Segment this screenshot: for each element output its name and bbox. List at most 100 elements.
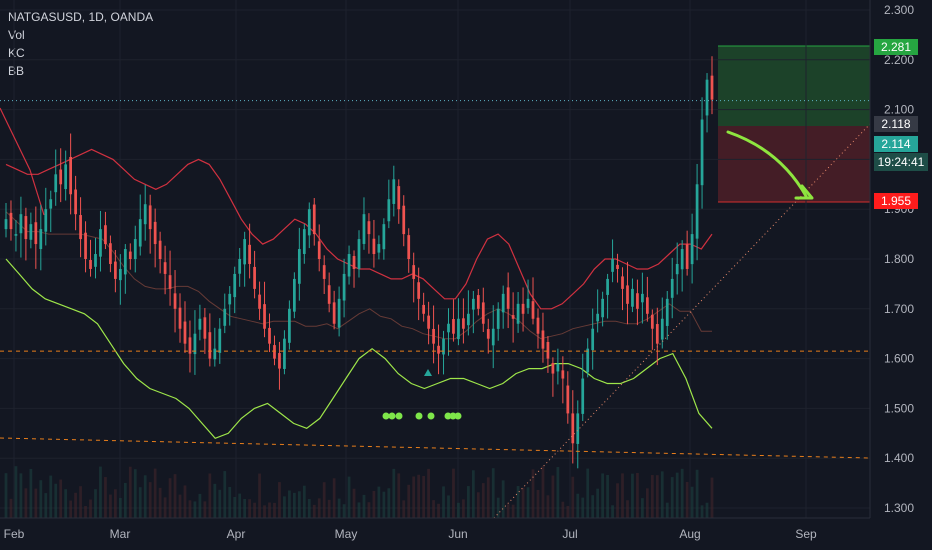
volume-bar [99,466,102,518]
candle-body [183,321,187,344]
volume-bar [650,475,654,518]
price-tick-label: 2.100 [884,103,914,117]
volume-bar [288,490,291,518]
volume-bar [29,468,33,518]
candle-body [307,209,311,236]
keltner-middle-line [5,211,712,340]
keltner-upper-line [5,148,713,310]
volume-bar [307,499,311,518]
candle-body [218,328,222,353]
volume-bar [486,477,490,518]
volume-bar [104,477,107,518]
candle-body [168,275,172,289]
volume-bar [447,495,450,518]
volume-bar [233,497,237,518]
volume-bar [302,485,306,518]
candle-body [9,212,13,230]
symbol-label[interactable]: NATGASUSD, 1D, OANDA [8,10,154,24]
volume-bar [39,480,43,518]
volume-bar [526,487,530,518]
candle-body [710,75,714,100]
volume-bar [362,494,366,518]
volume-bar [437,503,440,518]
candle-body [133,239,137,260]
candle-body [203,317,207,339]
candle-body [541,330,545,349]
candle-body [675,263,679,275]
volume-bar [442,486,445,518]
candle-body [447,323,450,333]
candle-body [636,293,639,309]
candle-body [561,370,565,379]
candle-body [571,413,575,444]
candle-body [476,295,480,309]
volume-bar [417,474,421,518]
volume-bar [198,493,202,518]
candle-body [531,301,535,319]
candle-body [457,318,460,340]
candle-body [546,342,550,359]
signal-dot [382,412,390,420]
volume-bar [596,488,600,518]
candle-body [452,319,455,334]
candle-body [49,199,53,209]
candle-body [24,216,28,240]
volume-bar [536,489,540,518]
candle-body [462,318,465,329]
volume-bar [626,500,629,518]
candle-body [437,345,440,354]
volume-bar [109,494,112,518]
volume-bar [357,502,361,518]
candle-body [317,241,321,259]
indicator-bb-label[interactable]: BB [8,64,25,78]
time-tick-label: Jun [448,527,467,541]
volume-bar [511,504,515,518]
candle-body [566,385,570,414]
indicator-kc-label[interactable]: KC [8,46,25,60]
candle-body [611,259,614,272]
candle-body [660,318,664,340]
signal-dot [444,412,452,420]
candle-body [506,287,510,309]
volume-bar [571,476,575,518]
volume-bar [312,504,316,518]
candle-body [377,244,381,253]
volume-bar [263,505,266,518]
candle-body [143,204,147,225]
volume-bar [631,473,634,518]
candle-body [352,255,356,269]
candle-body [695,184,699,239]
volume-bar [9,498,13,518]
candle-body [417,282,421,299]
candle-body [94,254,97,267]
volume-bar [457,502,460,518]
candle-body [278,353,281,369]
candle-body [357,239,361,269]
signal-markers [382,369,462,420]
volume-bar [521,487,525,518]
volume-bar [322,482,326,518]
candle-body [650,314,654,329]
candle-body [471,298,475,310]
candle-body [511,315,515,319]
volume-bar [491,468,495,518]
projection-arrow [726,130,808,198]
volume-bar [606,475,609,518]
candle-body [59,169,63,185]
candle-body [501,293,505,313]
candle-body [496,308,500,329]
volume-bar [556,467,560,518]
candle-body [109,243,112,264]
price-tick-label: 1.300 [884,501,914,515]
volume-bar [173,474,177,518]
candle-body [208,332,212,359]
volume-bar [278,482,281,518]
volume-bar [471,470,475,518]
volume-bar [675,472,679,518]
volume-bar [412,476,416,518]
candle-body [288,308,291,343]
candle-body [586,348,590,373]
indicator-vol-label[interactable]: Vol [8,28,25,42]
